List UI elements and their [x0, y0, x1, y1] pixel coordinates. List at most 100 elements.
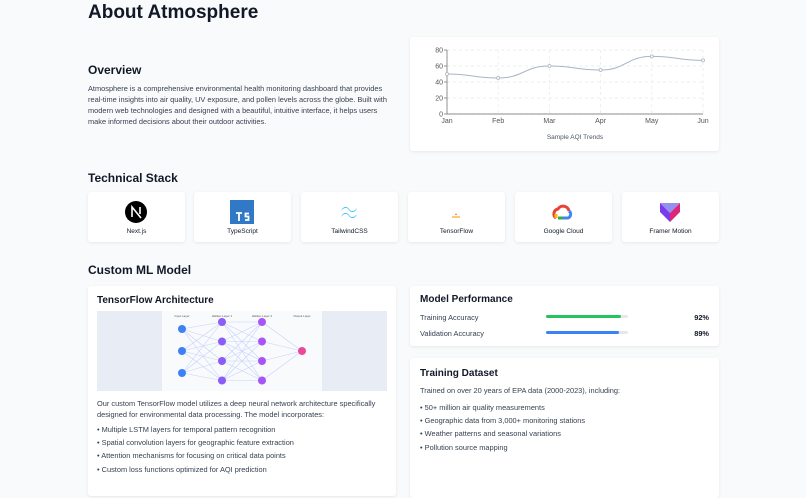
tensorflow-icon: [452, 213, 460, 218]
edge: [181, 328, 223, 362]
x-tick-label: May: [645, 118, 659, 125]
architecture-text: Our custom TensorFlow model utilizes a d…: [97, 399, 376, 419]
chart: 0 20 40 60 80 Jan Feb Mar Apr May Jun Sample AQI Tr…: [435, 48, 709, 142]
edge: [221, 321, 263, 381]
bullet: • Custom loss functions optimized for AQ…: [97, 465, 267, 474]
edge: [181, 321, 223, 330]
node: [218, 376, 226, 385]
page-title: About Atmosphere: [88, 2, 259, 23]
point: [445, 72, 449, 76]
edge: [181, 328, 223, 342]
bar-track: [546, 315, 628, 318]
edge: [181, 328, 223, 381]
edge: [221, 360, 263, 381]
edge: [261, 350, 303, 362]
layer-label: Hidden Layer 2: [252, 314, 273, 318]
tech-card: TailwindCSS: [301, 192, 398, 242]
bar: [546, 315, 622, 318]
node: [298, 347, 306, 355]
layer-label: Input Layer: [174, 314, 189, 318]
framer-icon: [660, 203, 680, 222]
node: [258, 357, 266, 365]
bullet: • Spatial convolution layers for geograp…: [97, 438, 294, 447]
tailwind-icon: [341, 206, 357, 219]
edge: [261, 350, 303, 381]
x-tick-label: Mar: [543, 118, 556, 125]
tech-label: Google Cloud: [543, 228, 584, 235]
tech-label: TailwindCSS: [331, 228, 368, 235]
bullet: • Pollution source mapping: [420, 443, 508, 452]
network-diagram: Input Layer Hidden Layer 1 Hidden Layer 2 O…: [97, 311, 387, 391]
tech-label: Next.js: [126, 228, 147, 235]
overview-text: Atmosphere is a comprehensive environmen…: [88, 84, 387, 126]
section-title: Technical Stack: [88, 171, 178, 185]
card-title: Model Performance: [420, 294, 513, 305]
layer-label: Output Layer: [293, 314, 310, 318]
architecture-card: TensorFlow Architecture Input Layer Hidde…: [88, 286, 396, 496]
edge: [181, 341, 223, 374]
section-title: Custom ML Model: [88, 263, 192, 277]
metric-label: Validation Accuracy: [420, 329, 484, 338]
node: [178, 347, 186, 355]
edge: [181, 321, 223, 352]
bullet: • 50+ million air quality measurements: [420, 403, 545, 412]
tech-card: TensorFlow: [408, 192, 505, 242]
node: [178, 325, 186, 333]
card-title: Training Dataset: [420, 368, 498, 379]
edge: [181, 372, 223, 381]
tech-label: TypeScript: [227, 228, 258, 235]
edge: [221, 321, 263, 342]
point: [649, 54, 654, 59]
page: About Atmosphere Overview Atmosphere is …: [88, 2, 719, 474]
node: [258, 376, 266, 385]
typescript-icon: [230, 200, 254, 224]
nextjs-icon: [125, 201, 147, 223]
edge: [181, 341, 223, 352]
point: [598, 68, 603, 72]
node: [258, 318, 266, 326]
x-tick-label: Apr: [595, 118, 607, 125]
tech-card: Framer Motion: [622, 192, 719, 242]
layer-label: Hidden Layer 1: [212, 314, 233, 318]
metric-value: 92%: [694, 313, 709, 322]
metric-label: Training Accuracy: [420, 313, 479, 322]
section-title: Overview: [88, 63, 142, 77]
bar-track: [546, 331, 628, 334]
y-tick-label: 40: [435, 80, 443, 87]
node: [178, 369, 186, 377]
bullet: • Attention mechanisms for focusing on c…: [97, 451, 286, 460]
metric-value: 89%: [694, 329, 709, 338]
bar: [546, 331, 619, 334]
line: [446, 55, 704, 79]
dataset-text: Trained on over 20 years of EPA data (20…: [420, 386, 621, 395]
point: [547, 64, 552, 68]
point: [701, 58, 705, 63]
node: [218, 318, 226, 326]
chart-card: 0 20 40 60 80 Jan Feb Mar Apr May Jun Sample AQI Tr…: [410, 37, 719, 151]
y-tick-label: 20: [435, 96, 443, 103]
tech-card: Google Cloud: [515, 192, 612, 242]
y-tick-label: 80: [435, 48, 443, 55]
node: [218, 337, 226, 346]
edge: [261, 341, 303, 352]
tech-label: Framer Motion: [649, 228, 692, 235]
y-tick-label: 0: [439, 112, 443, 119]
bullet: • Weather patterns and seasonal variatio…: [420, 429, 561, 438]
node: [258, 337, 266, 346]
edge: [261, 321, 303, 352]
tech-label: TensorFlow: [439, 228, 474, 235]
card-title: TensorFlow Architecture: [97, 295, 214, 306]
edge: [221, 321, 263, 362]
gcloud-icon: [552, 204, 573, 220]
tech-card: Next.js: [88, 192, 185, 242]
x-tick-label: Jun: [697, 118, 708, 125]
y-tick-label: 60: [435, 64, 443, 71]
edge: [181, 321, 223, 374]
edge: [181, 350, 223, 381]
edge: [181, 350, 223, 362]
x-tick-label: Feb: [492, 118, 504, 125]
dataset-card: Training Dataset Trained on over 20 year…: [410, 358, 719, 498]
bullet: • Geographic data from 3,000+ monitoring…: [420, 416, 586, 425]
tech-card: TypeScript: [194, 192, 291, 242]
bullet: • Multiple LSTM layers for temporal patt…: [97, 425, 276, 434]
